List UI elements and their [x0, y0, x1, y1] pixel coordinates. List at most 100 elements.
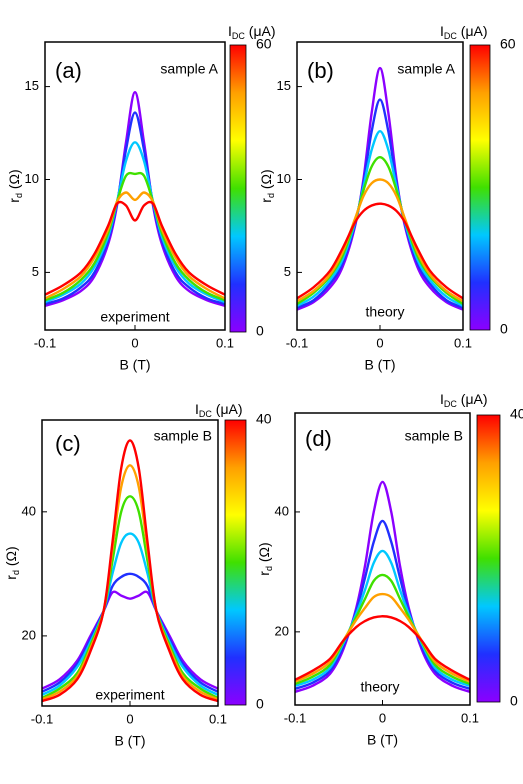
label-sub: d: [264, 566, 274, 571]
colorbar-tick-label: 60: [256, 36, 272, 52]
data-line: [297, 66, 463, 311]
plot-frame: [294, 412, 471, 706]
data-line: [42, 572, 218, 693]
mode-label: experiment: [100, 309, 169, 325]
label-unit: (Ω): [258, 169, 274, 193]
colorbar-tick-label: 0: [256, 323, 264, 339]
label-sub: DC: [199, 409, 212, 419]
colorbar-label: IDC (μA): [228, 23, 276, 42]
y-axis-label: rd (Ω): [6, 169, 25, 202]
x-axis-label: B (T): [114, 733, 145, 749]
x-tick-label: -0.1: [284, 710, 306, 725]
x-tick-label: 0: [131, 335, 138, 350]
data-line: [45, 200, 225, 296]
label-sub: DC: [444, 31, 457, 41]
colorbar-label: IDC (μA): [440, 391, 488, 410]
y-tick-label: 15: [25, 78, 39, 93]
colorbar: [224, 419, 247, 706]
data-line: [45, 191, 225, 300]
label-unit: (μA): [245, 23, 276, 39]
colorbar: [469, 44, 491, 331]
x-tick-label: 0.1: [216, 335, 234, 350]
label-main: I: [440, 391, 444, 407]
colorbar-label: IDC (μA): [195, 401, 243, 420]
x-tick-label: 0.1: [461, 710, 479, 725]
y-tick-label: 40: [22, 503, 36, 518]
data-line: [45, 90, 225, 307]
y-axis-label: rd (Ω): [3, 546, 22, 579]
panel: 5 10 15 -0.1 0 0.1 B (T) rd (Ω) (b) sample A theor…: [258, 23, 516, 373]
colorbar: [229, 44, 247, 333]
data-line: [297, 129, 463, 307]
y-tick-label: 5: [284, 264, 291, 279]
mode-label: theory: [361, 679, 400, 695]
label-unit: (μA): [457, 23, 488, 39]
data-line: [297, 202, 463, 300]
label-unit: (Ω): [3, 546, 19, 570]
data-line: [45, 171, 225, 302]
label-main: I: [228, 23, 232, 39]
panel-label: (c): [55, 431, 81, 456]
label-sub: d: [266, 193, 276, 198]
panel-label: (d): [305, 426, 332, 451]
data-line: [297, 155, 463, 305]
data-line: [295, 615, 470, 681]
label-sub: d: [14, 193, 24, 198]
sample-label: sample A: [397, 61, 455, 77]
x-tick-label: -0.1: [34, 335, 56, 350]
colorbar: [476, 414, 501, 703]
label-unit: (μA): [457, 391, 488, 407]
data-line: [42, 464, 218, 701]
colorbar-tick-label: 40: [256, 411, 272, 427]
data-line: [295, 480, 470, 693]
data-line: [42, 532, 218, 696]
panel: 20 40 -0.1 0 0.1 B (T) rd (Ω) (d) sample B theory…: [256, 391, 523, 748]
panel-label: (a): [55, 58, 82, 83]
x-tick-label: -0.1: [31, 711, 53, 726]
data-line: [42, 590, 218, 690]
data-line: [45, 141, 225, 304]
colorbar-tick-label: 60: [500, 36, 516, 52]
label-main: I: [440, 23, 444, 39]
x-axis-label: B (T): [119, 357, 150, 373]
label-main: r: [3, 575, 19, 580]
x-axis-label: B (T): [364, 357, 395, 373]
x-tick-label: 0.1: [209, 711, 227, 726]
label-sub: DC: [444, 399, 457, 409]
label-sub: DC: [232, 31, 245, 41]
label-main: r: [6, 198, 22, 203]
y-tick-label: 10: [277, 171, 291, 186]
data-line: [295, 519, 470, 690]
mode-label: theory: [366, 304, 405, 320]
data-line: [295, 573, 470, 686]
y-tick-label: 20: [275, 623, 289, 638]
y-tick-label: 5: [32, 264, 39, 279]
data-line: [295, 549, 470, 687]
data-line: [297, 178, 463, 303]
data-line: [297, 98, 463, 309]
colorbar-tick-label: 40: [510, 406, 523, 422]
y-axis-label: rd (Ω): [258, 169, 277, 202]
x-tick-label: 0: [379, 710, 386, 725]
colorbar-tick-label: 0: [500, 321, 508, 337]
colorbar-label: IDC (μA): [440, 23, 488, 42]
x-tick-label: -0.1: [286, 335, 308, 350]
label-unit: (Ω): [6, 169, 22, 193]
data-line: [45, 111, 225, 306]
sample-label: sample B: [405, 428, 463, 444]
label-main: r: [258, 198, 274, 203]
panel-label: (b): [307, 58, 334, 83]
x-tick-label: 0: [376, 335, 383, 350]
y-tick-label: 15: [277, 78, 291, 93]
y-tick-label: 10: [25, 171, 39, 186]
label-main: r: [256, 571, 272, 576]
sample-label: sample A: [160, 61, 218, 77]
data-line: [42, 439, 218, 703]
y-tick-label: 20: [22, 627, 36, 642]
label-unit: (μA): [212, 401, 243, 417]
label-sub: d: [11, 570, 21, 575]
data-line: [295, 592, 470, 683]
